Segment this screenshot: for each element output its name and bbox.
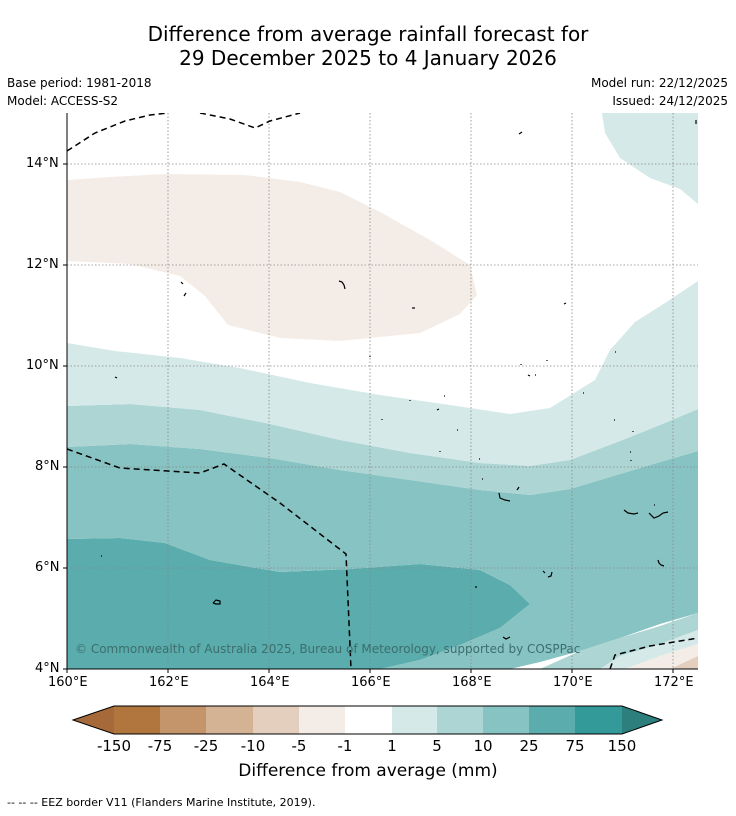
island [583,351,634,432]
lat-label-4: 4°N [35,661,60,676]
colorbar-label: 10 [473,737,493,755]
lon-label-172: 172°E [654,675,694,690]
island [381,419,458,452]
island [498,492,511,502]
lon-label-160: 160°E [48,675,88,690]
lat-label-14: 14°N [26,156,59,171]
colorbar-outline [71,705,664,735]
lat-label-12: 12°N [26,257,59,272]
island [212,599,221,605]
island [502,636,511,640]
colorbar-label: -10 [240,737,266,755]
colorbar-label: 25 [519,737,539,755]
colorbar-label: -5 [291,737,307,755]
colorbar-label: 75 [565,737,585,755]
meta-left: Base period: 1981-2018 Model: ACCESS-S2 [7,74,152,110]
colorbar-extend-low [73,706,114,734]
colorbar-label: -25 [193,737,219,755]
colorbar-segment [575,706,622,734]
band-1-to-5-southeast [540,613,698,669]
eez-borders [67,113,698,669]
colorbar-label: 150 [607,737,637,755]
island [180,281,187,297]
eez-border-central [67,448,352,669]
island [520,360,548,377]
colorbar-label: -150 [96,737,132,755]
meta-right: Model run: 22/12/2025 Issued: 24/12/2025 [591,74,728,110]
island [516,486,520,491]
island [338,280,346,290]
colorbar-segment [114,706,160,734]
map-title: Difference from average rainfall forecas… [0,22,736,70]
model-name: Model: ACCESS-S2 [7,94,119,108]
colorbar-title: Difference from average (mm) [238,761,498,781]
lon-label-164: 164°E [250,675,290,690]
island [563,302,567,305]
title-line-2: 29 December 2025 to 4 January 2026 [179,46,557,70]
island [409,395,445,411]
lon-label-162: 162°E [149,675,189,690]
copyright-text: © Commonwealth of Australia 2025, Bureau… [75,642,580,656]
graticule [66,113,698,669]
lat-label-10: 10°N [26,358,59,373]
eez-border-north [67,113,301,152]
island [479,458,483,480]
island [657,559,665,567]
band-1-to-5 [67,281,698,466]
band-minus5-to-minus1-north [67,174,477,341]
rainfall-anomaly-field [67,113,698,669]
band-minus10-to-minus5-south [670,656,698,669]
colorbar-segment [299,706,345,734]
eez-border-southeast [609,637,698,669]
title-line-1: Difference from average rainfall forecas… [147,22,589,46]
issued-date: Issued: 24/12/2025 [612,94,728,108]
band-5-to-10 [67,404,698,495]
colorbar-segment [206,706,253,734]
colorbar-label: -75 [147,737,173,755]
colorbar-segment [437,706,483,734]
model-run: Model run: 22/12/2025 [590,76,728,90]
lon-label-166: 166°E [351,675,391,690]
lat-label-6: 6°N [35,560,60,575]
colorbar-label: 5 [432,737,442,755]
island [518,131,523,135]
colorbar-segment [345,706,392,734]
colorbar-segment [160,706,206,734]
band-25-to-75 [67,538,530,669]
island [623,509,669,519]
colorbar-label: -1 [337,737,353,755]
colorbar [71,705,664,735]
band-minus5-to-minus1-south [625,644,698,669]
colorbar-segment [392,706,437,734]
lon-label-170: 170°E [553,675,593,690]
band-10-to-25 [67,444,698,669]
eez-footnote: -- -- -- EEZ border V11 (Flanders Marine… [7,796,316,809]
colorbar-segment [253,706,299,734]
band-1-to-5-southeast-strip [600,630,698,669]
colorbar-label: 1 [387,737,397,755]
islands [101,120,697,640]
axis-ticks [63,163,674,673]
island [630,451,632,461]
lon-label-168: 168°E [452,675,492,690]
lat-label-8: 8°N [35,459,60,474]
island [114,376,118,379]
band-1-to-5-northeast [602,113,698,204]
colorbar-extend-high [622,706,662,734]
base-period: Base period: 1981-2018 [7,76,152,90]
island [542,570,553,578]
colorbar-segment [529,706,575,734]
colorbar-segment [483,706,529,734]
